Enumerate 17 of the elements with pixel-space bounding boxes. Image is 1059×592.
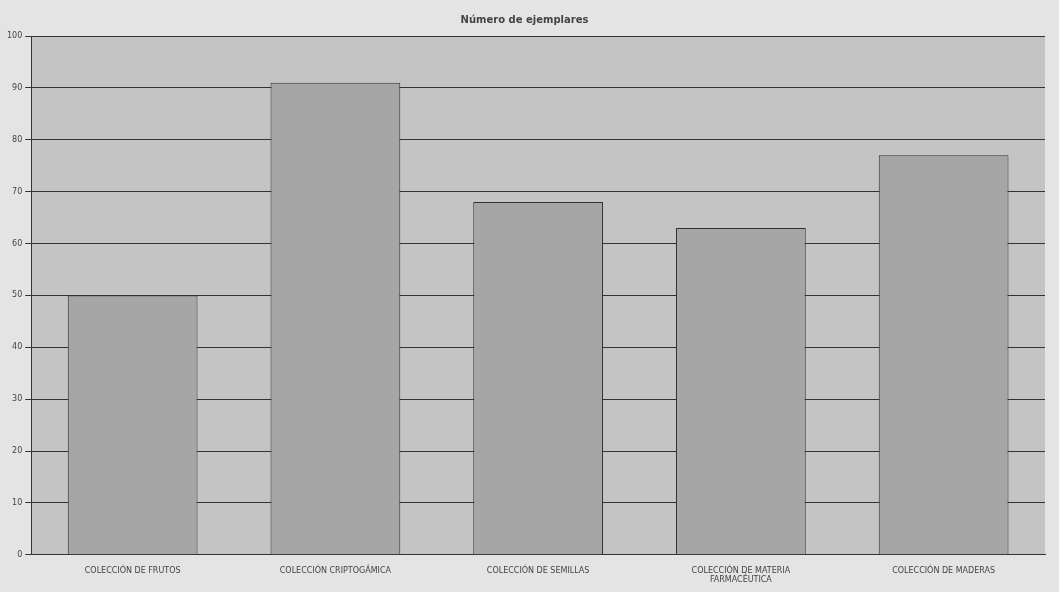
x-tick-label: COLECCIÓN DE MATERIA FARMACÉUTICA xyxy=(691,563,791,585)
y-tick-label: 90 xyxy=(12,82,23,92)
y-tick-label: 80 xyxy=(12,134,23,144)
y-tick-label: 0 xyxy=(17,549,23,559)
y-tick-label: 100 xyxy=(6,31,23,41)
chart-title: Número de ejemplares xyxy=(460,13,589,25)
y-tick-label: 70 xyxy=(12,186,23,196)
y-tick-label: 40 xyxy=(12,342,23,352)
x-tick-label: COLECCIÓN DE SEMILLAS xyxy=(486,563,590,575)
y-tick-label: 30 xyxy=(12,394,23,404)
x-tick-label: COLECCIÓN DE MADERAS xyxy=(892,563,996,575)
x-tick-label: COLECCIÓN CRIPTOGÁMICA xyxy=(279,563,392,575)
y-tick-label: 50 xyxy=(12,290,23,300)
y-tick-label: 60 xyxy=(12,238,23,248)
y-tick-label: 10 xyxy=(12,498,23,507)
x-tick-label: COLECCIÓN DE FRUTOS xyxy=(84,563,181,575)
y-tick-label: 20 xyxy=(12,446,23,456)
